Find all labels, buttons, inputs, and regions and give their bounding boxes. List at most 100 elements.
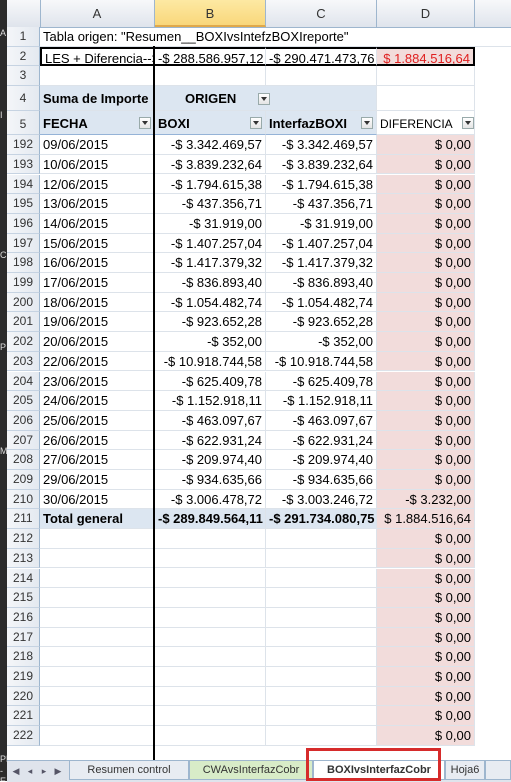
fecha-header[interactable]: FECHA: [40, 111, 155, 136]
cell[interactable]: [266, 706, 377, 727]
cell[interactable]: [266, 548, 377, 569]
interfaz-value-cell[interactable]: -$ 1.407.257,04: [266, 233, 377, 254]
row-header[interactable]: 216: [7, 607, 40, 628]
column-header-c[interactable]: C: [266, 0, 377, 27]
cell[interactable]: [377, 66, 475, 87]
first-sheet-icon[interactable]: ◀: [12, 766, 20, 776]
cell[interactable]: [266, 686, 377, 707]
cell[interactable]: [155, 627, 266, 648]
column-header-e[interactable]: [475, 0, 511, 27]
row-header[interactable]: 194: [7, 174, 40, 195]
cell[interactable]: [40, 667, 155, 687]
cell[interactable]: [40, 627, 155, 648]
diferencia-value-cell[interactable]: -$ 3.232,00: [377, 489, 475, 510]
last-sheet-icon[interactable]: ▶: [54, 766, 62, 776]
cell[interactable]: [155, 686, 266, 707]
column-header-b[interactable]: B: [155, 0, 266, 27]
boxi-value-cell[interactable]: -$ 1.407.257,04: [155, 233, 266, 254]
cell[interactable]: [40, 647, 155, 667]
fecha-cell[interactable]: 23/06/2015: [40, 371, 155, 392]
row-header[interactable]: 217: [7, 627, 40, 648]
cell[interactable]: [266, 568, 377, 589]
interfaz-filter-dropdown-icon[interactable]: [361, 117, 373, 130]
cell[interactable]: [155, 726, 266, 746]
row-header[interactable]: 206: [7, 410, 40, 431]
diferencia-value-cell[interactable]: $ 0,00: [377, 154, 475, 175]
row-header[interactable]: 220: [7, 686, 40, 707]
diferencia-value-cell[interactable]: $ 0,00: [377, 607, 475, 628]
cell[interactable]: [266, 647, 377, 667]
row-header[interactable]: 195: [7, 194, 40, 214]
summary-label-cell[interactable]: LES + Diferencia-->: [40, 46, 155, 67]
interfaz-value-cell[interactable]: -$ 622.931,24: [266, 430, 377, 451]
row-header[interactable]: 213: [7, 548, 40, 569]
diferencia-value-cell[interactable]: $ 0,00: [377, 351, 475, 372]
row-header[interactable]: 218: [7, 647, 40, 667]
row-header[interactable]: 5: [7, 111, 40, 136]
diferencia-value-cell[interactable]: $ 0,00: [377, 686, 475, 707]
row-header[interactable]: 221: [7, 706, 40, 727]
interfaz-value-cell[interactable]: -$ 3.003.246,72: [266, 489, 377, 510]
fecha-cell[interactable]: 27/06/2015: [40, 450, 155, 470]
cell[interactable]: [40, 66, 155, 87]
pivot-values-label[interactable]: Suma de Importe: [40, 86, 155, 112]
interfaz-header[interactable]: InterfazBOXI: [266, 111, 377, 136]
row-header[interactable]: 196: [7, 213, 40, 234]
boxi-value-cell[interactable]: -$ 1.152.918,11: [155, 391, 266, 411]
fecha-cell[interactable]: 29/06/2015: [40, 470, 155, 490]
cell[interactable]: [266, 627, 377, 648]
row-header[interactable]: 204: [7, 371, 40, 392]
interfaz-value-cell[interactable]: -$ 463.097,67: [266, 410, 377, 431]
diferencia-value-cell[interactable]: $ 0,00: [377, 588, 475, 608]
cell[interactable]: [155, 667, 266, 687]
row-header[interactable]: 199: [7, 273, 40, 293]
cell[interactable]: [266, 726, 377, 746]
boxi-value-cell[interactable]: -$ 1.794.615,38: [155, 174, 266, 195]
row-header[interactable]: 210: [7, 489, 40, 510]
boxi-value-cell[interactable]: -$ 10.918.744,58: [155, 351, 266, 372]
diferencia-value-cell[interactable]: $ 0,00: [377, 174, 475, 195]
cell[interactable]: [377, 86, 475, 112]
interfaz-value-cell[interactable]: -$ 437.356,71: [266, 194, 377, 214]
row-header[interactable]: 209: [7, 470, 40, 490]
interfaz-value-cell[interactable]: -$ 836.893,40: [266, 273, 377, 293]
diferencia-value-cell[interactable]: $ 0,00: [377, 194, 475, 214]
boxi-value-cell[interactable]: -$ 352,00: [155, 332, 266, 352]
interfaz-value-cell[interactable]: -$ 1.054.482,74: [266, 292, 377, 313]
summary-diferencia-cell[interactable]: $ 1.884.516,64: [377, 46, 475, 67]
fecha-cell[interactable]: 09/06/2015: [40, 135, 155, 155]
cell[interactable]: [155, 607, 266, 628]
diferencia-value-cell[interactable]: $ 0,00: [377, 568, 475, 589]
row-header[interactable]: 207: [7, 430, 40, 451]
diferencia-value-cell[interactable]: $ 0,00: [377, 470, 475, 490]
fecha-cell[interactable]: 24/06/2015: [40, 391, 155, 411]
cell[interactable]: [155, 548, 266, 569]
fecha-cell[interactable]: 30/06/2015: [40, 489, 155, 510]
diferencia-value-cell[interactable]: $ 0,00: [377, 450, 475, 470]
row-header[interactable]: 200: [7, 292, 40, 313]
interfaz-value-cell[interactable]: -$ 3.839.232,64: [266, 154, 377, 175]
diferencia-value-cell[interactable]: $ 0,00: [377, 253, 475, 273]
diferencia-value-cell[interactable]: $ 0,00: [377, 391, 475, 411]
row-header[interactable]: 212: [7, 529, 40, 549]
interfaz-value-cell[interactable]: -$ 3.342.469,57: [266, 135, 377, 155]
total-diferencia-cell[interactable]: $ 1.884.516,64: [377, 509, 475, 530]
boxi-value-cell[interactable]: -$ 3.342.469,57: [155, 135, 266, 155]
tab-boxi-vs-interfaz[interactable]: BOXIvsInterfazCobr: [313, 761, 445, 780]
cell[interactable]: [155, 588, 266, 608]
cell[interactable]: [266, 529, 377, 549]
cell[interactable]: [155, 706, 266, 727]
fecha-cell[interactable]: 19/06/2015: [40, 312, 155, 333]
fecha-cell[interactable]: 13/06/2015: [40, 194, 155, 214]
cell[interactable]: [266, 588, 377, 608]
tab-cwa-vs-interfaz[interactable]: CWAvsInterfazCobr: [189, 761, 313, 780]
row-header[interactable]: 3: [7, 66, 40, 87]
row-header[interactable]: 214: [7, 568, 40, 589]
fecha-cell[interactable]: 12/06/2015: [40, 174, 155, 195]
boxi-value-cell[interactable]: -$ 3.006.478,72: [155, 489, 266, 510]
boxi-value-cell[interactable]: -$ 3.839.232,64: [155, 154, 266, 175]
boxi-value-cell[interactable]: -$ 209.974,40: [155, 450, 266, 470]
diferencia-value-cell[interactable]: $ 0,00: [377, 135, 475, 155]
interfaz-value-cell[interactable]: -$ 1.417.379,32: [266, 253, 377, 273]
boxi-value-cell[interactable]: -$ 463.097,67: [155, 410, 266, 431]
